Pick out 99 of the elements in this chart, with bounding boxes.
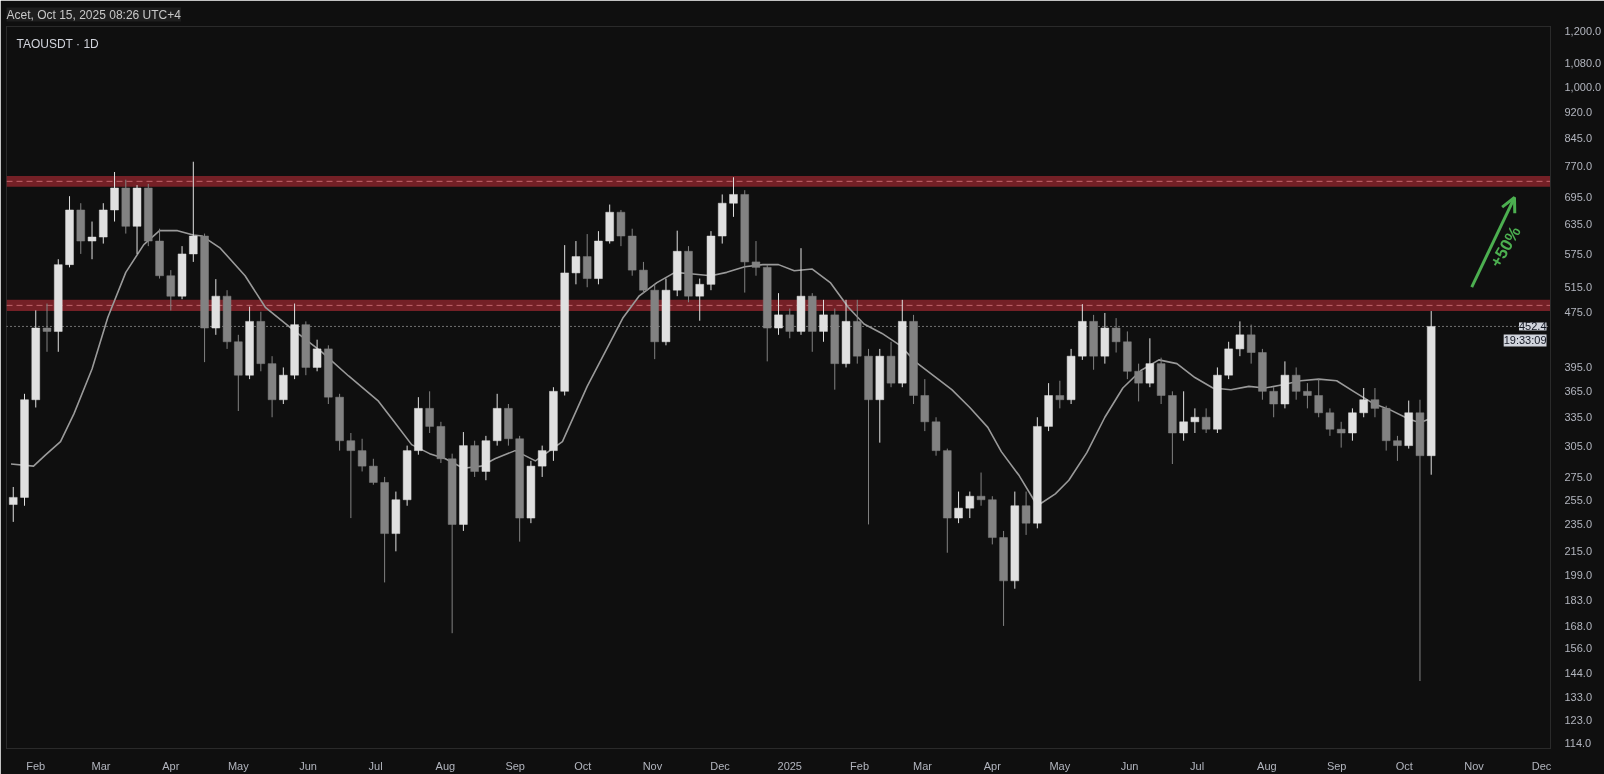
y-tick-label: 515.0 bbox=[1564, 281, 1593, 294]
candlestick bbox=[1201, 407, 1211, 434]
candlestick bbox=[954, 491, 963, 524]
candlestick bbox=[1235, 320, 1245, 357]
candlestick bbox=[1134, 363, 1143, 402]
y-tick-label: 215.0 bbox=[1564, 545, 1593, 558]
candlestick bbox=[571, 240, 581, 285]
x-tick-label: Oct bbox=[574, 759, 592, 772]
x-tick-label: Nov bbox=[642, 759, 663, 772]
candlestick bbox=[425, 390, 434, 434]
x-tick-label: Jun bbox=[1120, 759, 1139, 772]
text: Acet, Oct 15, 2025 08:26 UTC+4 bbox=[6, 7, 182, 22]
y-tick-label: 235.0 bbox=[1564, 518, 1593, 531]
y-tick-label: 275.0 bbox=[1564, 470, 1593, 483]
candlestick bbox=[785, 308, 794, 339]
x-tick-label: Mar bbox=[91, 759, 111, 772]
x-tick-label: Apr bbox=[162, 759, 180, 772]
text: TAOUSDT · 1D bbox=[16, 36, 100, 51]
candlestick bbox=[965, 491, 974, 519]
candlestick bbox=[1269, 386, 1278, 418]
y-tick-label: 114.0 bbox=[1564, 737, 1592, 750]
x-tick-label: Nov bbox=[1464, 759, 1485, 772]
x-tick-label: May bbox=[227, 759, 250, 772]
candlestick bbox=[1291, 366, 1301, 401]
candlestick bbox=[1246, 324, 1256, 365]
y-tick-label: 1,000.0 bbox=[1564, 80, 1602, 93]
y-tick-label: 845.0 bbox=[1564, 131, 1593, 144]
candlestick bbox=[1179, 390, 1188, 442]
y-tick-label: 1,080.0 bbox=[1564, 57, 1602, 70]
y-tick-label: 365.0 bbox=[1564, 385, 1593, 398]
x-tick-label: Apr bbox=[983, 759, 1002, 772]
candlestick bbox=[369, 458, 378, 486]
candlestick bbox=[346, 432, 356, 519]
candlestick bbox=[1055, 380, 1065, 409]
y-tick-label: 475.0 bbox=[1564, 305, 1593, 318]
y-tick-label: 305.0 bbox=[1564, 439, 1593, 452]
candlestick bbox=[110, 171, 119, 223]
candlestick bbox=[166, 269, 175, 311]
annotation: 19:33:09 bbox=[1503, 334, 1547, 347]
candlestick bbox=[9, 486, 18, 523]
x-tick-label: Feb bbox=[26, 759, 46, 772]
x-tick-label: Dec bbox=[1531, 759, 1552, 772]
candlestick bbox=[583, 233, 592, 288]
candlestick bbox=[1370, 387, 1380, 418]
candlestick bbox=[1190, 407, 1200, 434]
candlestick bbox=[1303, 382, 1312, 409]
ref-line-label: 452.4 bbox=[1518, 320, 1547, 333]
candlestick bbox=[1111, 317, 1121, 354]
candlestick bbox=[1325, 407, 1335, 437]
x-tick-label: Mar bbox=[913, 759, 933, 772]
candlestick bbox=[189, 161, 198, 263]
x-tick-label: Feb bbox=[850, 759, 870, 772]
x-tick-label: May bbox=[1049, 759, 1071, 772]
candlestick bbox=[729, 176, 738, 218]
x-tick-label: Jun bbox=[299, 759, 317, 772]
y-tick-label: 695.0 bbox=[1564, 190, 1593, 203]
candlestick bbox=[42, 303, 52, 353]
candlestick bbox=[1348, 407, 1357, 442]
x-tick-label: Jul bbox=[1190, 759, 1205, 772]
candlestick bbox=[1393, 435, 1402, 462]
y-tick-label: 133.0 bbox=[1564, 690, 1593, 703]
candlestick bbox=[819, 299, 828, 343]
candlestick bbox=[1145, 337, 1155, 388]
x-tick-label: Sep bbox=[505, 759, 525, 772]
candlestick bbox=[616, 209, 626, 247]
y-tick-label: 156.0 bbox=[1564, 642, 1593, 655]
candlestick bbox=[751, 240, 761, 277]
y-tick-label: 335.0 bbox=[1564, 411, 1593, 424]
y-tick-label: 183.0 bbox=[1564, 594, 1593, 607]
y-tick-label: 255.0 bbox=[1564, 493, 1593, 506]
x-tick-label: Dec bbox=[710, 759, 731, 772]
y-tick-label: 635.0 bbox=[1564, 217, 1593, 230]
candlestick bbox=[639, 261, 648, 294]
y-tick-label: 199.0 bbox=[1564, 568, 1593, 581]
y-tick-label: 123.0 bbox=[1564, 714, 1593, 727]
x-tick-label: Jul bbox=[368, 759, 383, 772]
candlestick bbox=[1336, 421, 1346, 449]
candlestick bbox=[1359, 387, 1368, 418]
y-tick-label: 770.0 bbox=[1564, 159, 1593, 172]
candlestick bbox=[87, 221, 97, 260]
candlestick bbox=[1021, 491, 1031, 536]
candlestick bbox=[537, 445, 547, 478]
x-tick-label: Oct bbox=[1395, 759, 1413, 772]
y-tick-label: 168.0 bbox=[1564, 619, 1593, 632]
x-tick-label: 2025 bbox=[777, 759, 802, 772]
candlestick bbox=[1314, 378, 1323, 418]
x-tick-label: Aug bbox=[435, 759, 456, 772]
candlestick bbox=[695, 278, 704, 322]
y-tick-label: 144.0 bbox=[1564, 666, 1593, 679]
x-tick-label: Aug bbox=[1257, 759, 1277, 772]
candlestick bbox=[312, 339, 322, 372]
y-tick-label: 395.0 bbox=[1564, 361, 1593, 374]
y-tick-label: 1,200.0 bbox=[1564, 25, 1602, 38]
y-tick-label: 575.0 bbox=[1564, 247, 1593, 260]
x-tick-label: Sep bbox=[1326, 759, 1347, 772]
y-tick-label: 920.0 bbox=[1564, 105, 1593, 118]
candlestick bbox=[774, 292, 783, 336]
candlestick bbox=[976, 472, 986, 507]
candlestick bbox=[357, 438, 367, 472]
